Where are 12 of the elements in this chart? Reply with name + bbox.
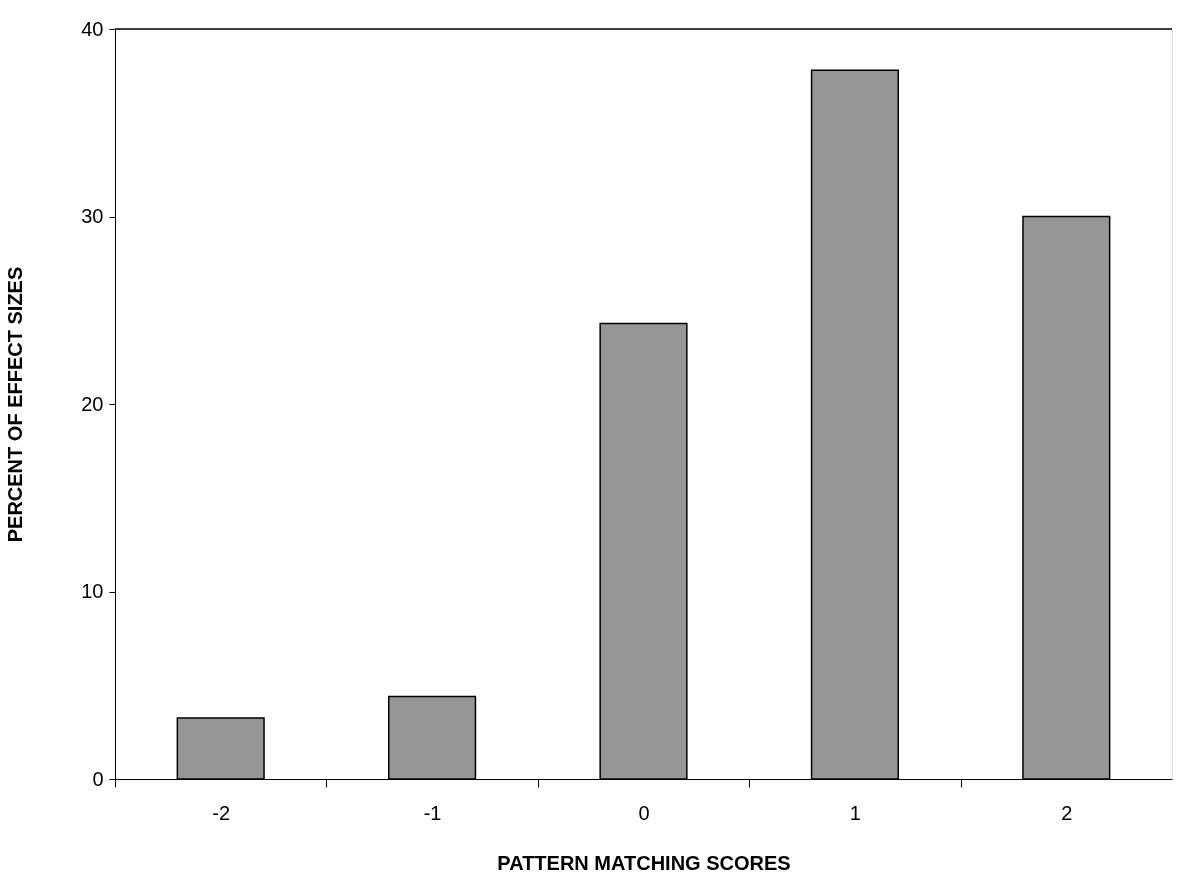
y-tick-label: 10	[81, 580, 104, 602]
y-tick-label: 20	[81, 392, 104, 415]
y-axis-title: PERCENT OF EFFECT SIZES	[4, 266, 27, 543]
x-tick-label: 0	[638, 801, 650, 824]
y-tick-label: 0	[92, 767, 104, 790]
x-tick-label: 2	[1061, 801, 1073, 824]
y-tick-label: 30	[81, 205, 104, 227]
x-tick-label: -2	[212, 801, 231, 824]
x-tick-label: -1	[423, 801, 442, 824]
y-tick-label: 40	[81, 17, 104, 40]
x-axis-title: PATTERN MATCHING SCORES	[497, 851, 791, 874]
x-tick-label: 1	[849, 801, 861, 824]
